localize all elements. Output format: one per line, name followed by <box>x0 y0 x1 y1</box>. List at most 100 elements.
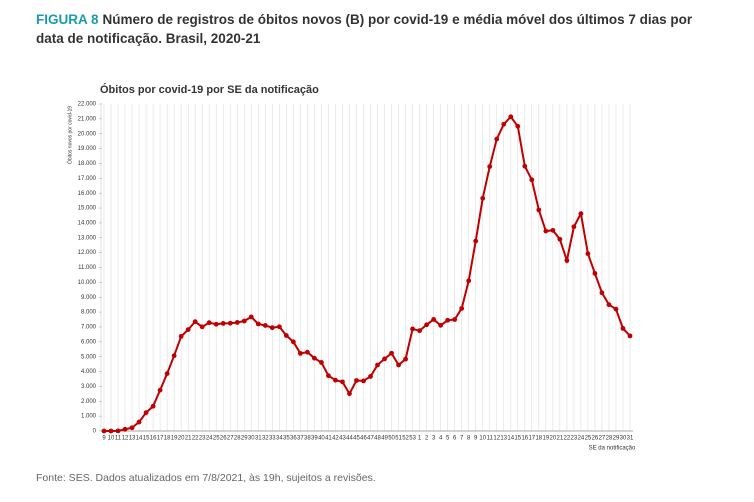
data-point <box>227 320 233 326</box>
y-tick-label: 20.000 <box>78 131 97 137</box>
y-tick-label: 9.000 <box>81 295 97 301</box>
x-tick-label: 5 <box>446 436 450 442</box>
data-point <box>276 324 282 330</box>
data-point <box>136 419 142 425</box>
x-tick-label: 27 <box>227 436 234 442</box>
x-tick-label: 2 <box>425 436 429 442</box>
x-tick-label: 52 <box>402 436 409 442</box>
x-tick-label: 18 <box>535 436 542 442</box>
data-point <box>459 306 465 311</box>
x-tick-label: 48 <box>374 436 381 442</box>
data-point <box>157 387 163 393</box>
x-tick-label: 6 <box>453 436 457 442</box>
y-tick-label: 0 <box>93 429 97 435</box>
x-tick-label: 12 <box>493 436 500 442</box>
y-tick-label: 22.000 <box>78 102 97 108</box>
x-tick-label: 47 <box>367 436 374 442</box>
data-point <box>312 355 317 361</box>
x-tick-label: 41 <box>325 436 332 442</box>
data-point <box>578 211 584 217</box>
data-point <box>171 353 177 359</box>
x-tick-label: 18 <box>164 436 171 442</box>
data-point <box>543 228 549 234</box>
y-tick-label: 17.000 <box>78 176 97 182</box>
data-point <box>389 350 394 356</box>
x-tick-label: 29 <box>613 436 620 442</box>
x-tick-label: 37 <box>297 436 304 442</box>
data-point <box>466 278 472 284</box>
data-point <box>354 378 359 383</box>
x-tick-label: 28 <box>606 436 613 442</box>
x-tick-label: 13 <box>129 436 136 442</box>
data-point <box>262 323 268 328</box>
x-tick-label: 31 <box>627 436 634 442</box>
y-tick-label: 10.000 <box>78 280 97 286</box>
x-tick-label: 31 <box>255 436 262 442</box>
x-tick-label: 49 <box>381 436 388 442</box>
x-tick-label: 39 <box>311 436 318 442</box>
x-tick-label: 16 <box>150 436 157 442</box>
data-point <box>192 319 198 325</box>
x-tick-label: 26 <box>592 436 599 442</box>
data-point <box>480 195 486 201</box>
x-tick-label: 21 <box>557 436 564 442</box>
x-tick-label: 30 <box>248 436 255 442</box>
x-tick-label: 26 <box>220 436 227 442</box>
data-point <box>347 391 352 397</box>
x-tick-label: 10 <box>479 436 486 442</box>
x-tick-label: 33 <box>269 436 276 442</box>
y-axis-label: Óbitos novos por covid-19 <box>66 106 73 164</box>
figure-label: FIGURA 8 <box>36 12 99 27</box>
y-tick-label: 8.000 <box>81 310 97 316</box>
x-tick-label: 45 <box>353 436 360 442</box>
y-tick-label: 16.000 <box>78 191 97 197</box>
data-point <box>129 425 135 431</box>
y-tick-label: 4.000 <box>81 369 97 375</box>
x-tick-label: 20 <box>550 436 557 442</box>
x-tick-label: 20 <box>178 436 185 442</box>
x-tick-label: 8 <box>467 436 471 442</box>
data-point <box>431 317 437 322</box>
x-tick-label: 30 <box>620 436 627 442</box>
data-point <box>283 333 289 338</box>
y-tick-label: 3.000 <box>81 384 97 390</box>
data-point <box>234 320 240 325</box>
x-tick-label: 24 <box>206 436 213 442</box>
data-point <box>213 321 219 327</box>
data-point <box>606 302 612 308</box>
data-point <box>319 360 324 365</box>
data-point <box>494 136 500 142</box>
x-tick-label: 19 <box>171 436 178 442</box>
x-axis-label: SE da notificação <box>589 446 636 452</box>
data-point <box>522 163 528 169</box>
y-tick-label: 5.000 <box>81 354 97 360</box>
x-tick-label: 24 <box>578 436 585 442</box>
data-point <box>115 428 121 434</box>
x-tick-label: 29 <box>241 436 248 442</box>
data-point <box>599 290 605 296</box>
source-note: Fonte: SES. Dados atualizados em 7/8/202… <box>36 472 376 484</box>
data-point <box>550 227 556 233</box>
data-point <box>564 258 570 263</box>
data-point <box>185 327 191 333</box>
x-tick-label: 44 <box>346 436 353 442</box>
data-point <box>326 373 331 379</box>
x-tick-label: 16 <box>521 436 528 442</box>
data-point <box>571 224 577 230</box>
x-tick-label: 14 <box>507 436 514 442</box>
data-point <box>557 236 563 242</box>
y-tick-label: 11.000 <box>78 265 97 271</box>
x-tick-label: 11 <box>487 436 494 442</box>
x-tick-label: 23 <box>571 436 578 442</box>
x-tick-label: 36 <box>290 436 297 442</box>
y-tick-label: 1.000 <box>81 414 97 420</box>
data-point <box>620 326 626 331</box>
x-tick-label: 53 <box>409 436 416 442</box>
data-point <box>297 350 303 356</box>
data-point <box>396 362 401 368</box>
data-point <box>269 325 275 331</box>
x-tick-label: 21 <box>185 436 192 442</box>
x-tick-label: 40 <box>318 436 325 442</box>
x-tick-label: 46 <box>360 436 367 442</box>
